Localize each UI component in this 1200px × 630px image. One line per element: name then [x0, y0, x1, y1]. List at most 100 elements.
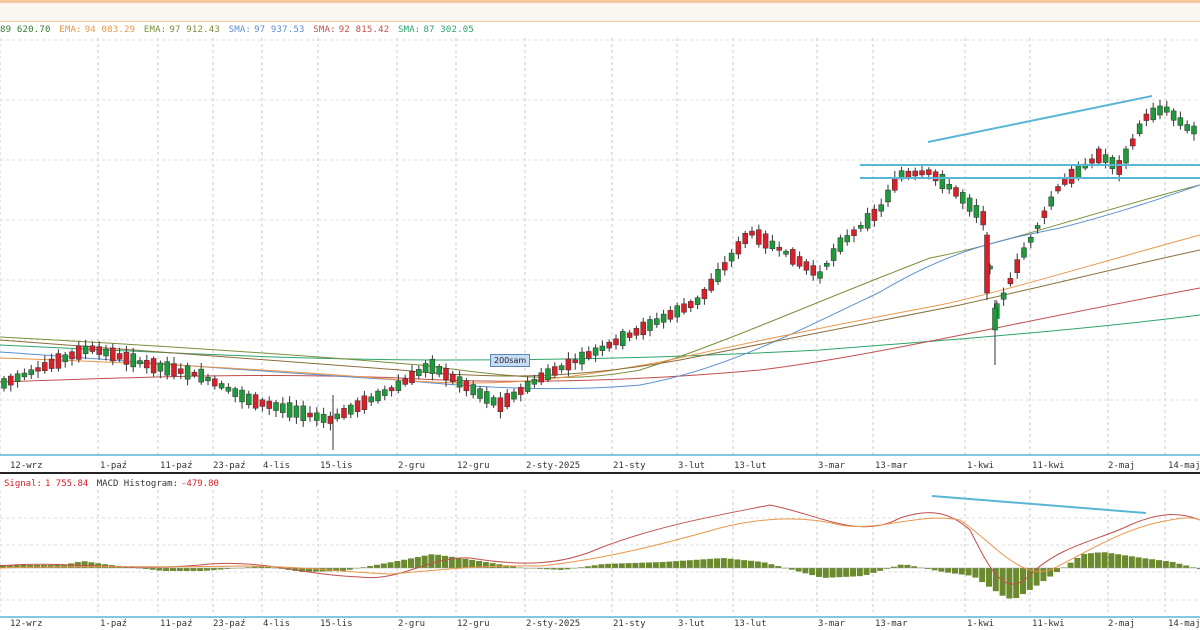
candle-body	[654, 318, 660, 325]
candle-body	[728, 252, 735, 262]
histogram-bar	[476, 560, 482, 568]
candle-body	[82, 345, 89, 354]
ema-line	[0, 249, 1200, 377]
histogram-bar	[374, 564, 380, 568]
candle-body	[21, 372, 28, 378]
candle-body	[749, 230, 755, 236]
histogram-bar	[591, 565, 598, 568]
histogram-bar	[204, 568, 210, 571]
candle-body	[776, 246, 782, 251]
candle-body	[232, 388, 238, 397]
histogram-bar	[1081, 553, 1088, 568]
date-label-bottom: 13-lut	[734, 619, 767, 629]
histogram-bar	[27, 565, 34, 568]
sma3-label: SMA:	[397, 25, 421, 35]
candle-body	[1021, 247, 1027, 258]
candle-body	[497, 397, 504, 413]
candle-body	[984, 234, 990, 294]
candle-body	[477, 388, 483, 399]
date-label-bottom: 2-maj	[1108, 619, 1135, 629]
histogram-bar	[346, 568, 353, 570]
histogram-bar	[1128, 556, 1135, 568]
candle-body	[314, 412, 320, 421]
candle-body	[640, 321, 646, 336]
histogram-bar	[1033, 568, 1040, 586]
histogram-bar	[890, 566, 897, 568]
candle-body	[1150, 107, 1156, 121]
date-label-top: 1-kwi	[967, 461, 994, 471]
histogram-bar	[251, 566, 258, 568]
candle-body	[280, 403, 286, 413]
histogram-bar	[1074, 557, 1081, 568]
candle-body	[218, 383, 225, 389]
candle-body	[307, 412, 313, 418]
candle-body	[273, 402, 279, 411]
hist-value: -479.80	[181, 479, 219, 489]
date-axis-top: 12-wrz 1-paź 11-paź 23-paź 4-lis 15-lis 2-gru 1…	[10, 461, 1200, 471]
histogram-bar	[442, 555, 448, 568]
histogram-bar	[999, 568, 1006, 596]
histogram-bar	[1149, 559, 1156, 568]
sma-line	[0, 184, 1200, 390]
candle-body	[422, 363, 429, 373]
histogram-bar	[1067, 562, 1074, 568]
candle-body	[735, 241, 742, 255]
candle-body	[545, 368, 551, 380]
histogram-bar	[986, 568, 992, 587]
candle-body	[171, 363, 177, 377]
histogram-bar	[822, 568, 829, 578]
histogram-bar	[965, 568, 972, 576]
histogram-bar	[1047, 568, 1054, 577]
candle-body	[1123, 148, 1129, 164]
candle-body	[504, 393, 510, 408]
candle-body	[246, 393, 252, 405]
histogram-bar	[612, 563, 618, 568]
candle-body	[796, 256, 803, 267]
candle-body	[388, 387, 395, 392]
candle-body	[191, 371, 198, 376]
candle-body	[470, 384, 476, 396]
histogram-bar	[720, 558, 727, 568]
histogram-bar	[884, 568, 890, 569]
histogram-bar	[360, 567, 367, 568]
candle-body	[286, 402, 293, 418]
candle-body	[443, 368, 449, 381]
histogram-bar	[1196, 568, 1200, 570]
histogram-bar	[299, 568, 306, 572]
histogram-bar	[836, 568, 843, 578]
histogram-bar	[462, 558, 469, 568]
candle-body	[558, 365, 565, 371]
candle-body	[817, 271, 823, 279]
histogram-bar	[727, 558, 734, 568]
candle-body	[42, 362, 48, 371]
histogram-bar	[714, 558, 720, 568]
candle-body	[912, 170, 918, 177]
histogram-bar	[659, 562, 666, 568]
sma-line	[0, 287, 1200, 383]
histogram-bar	[530, 568, 537, 569]
moving-averages	[0, 184, 1200, 390]
date-axis-bottom: 12-wrz 1-paź 11-paź 23-paź 4-lis 15-lis 2-gru 1…	[10, 619, 1200, 629]
candle-body	[266, 400, 272, 409]
histogram-bar	[482, 562, 489, 568]
candle-body	[790, 249, 796, 265]
histogram-bar	[1013, 568, 1020, 599]
histogram-bar	[516, 567, 523, 568]
date-label-bottom: 11-kwi	[1032, 619, 1065, 629]
candle-body	[626, 332, 633, 338]
candle-body	[1164, 106, 1170, 113]
histogram-bar	[557, 568, 564, 570]
histogram-bar	[88, 562, 95, 568]
date-label-top: 12-gru	[457, 461, 490, 471]
histogram-bar	[1190, 567, 1196, 568]
candle-body	[76, 345, 82, 360]
histogram-bar	[380, 563, 387, 568]
date-label-top: 11-kwi	[1032, 461, 1065, 471]
candle-body	[769, 240, 776, 250]
histogram-bar	[68, 563, 74, 568]
candlesticks	[1, 99, 1197, 450]
date-label-top: 13-lut	[734, 461, 767, 471]
histogram-bar	[904, 564, 911, 568]
candle-body	[932, 171, 939, 182]
